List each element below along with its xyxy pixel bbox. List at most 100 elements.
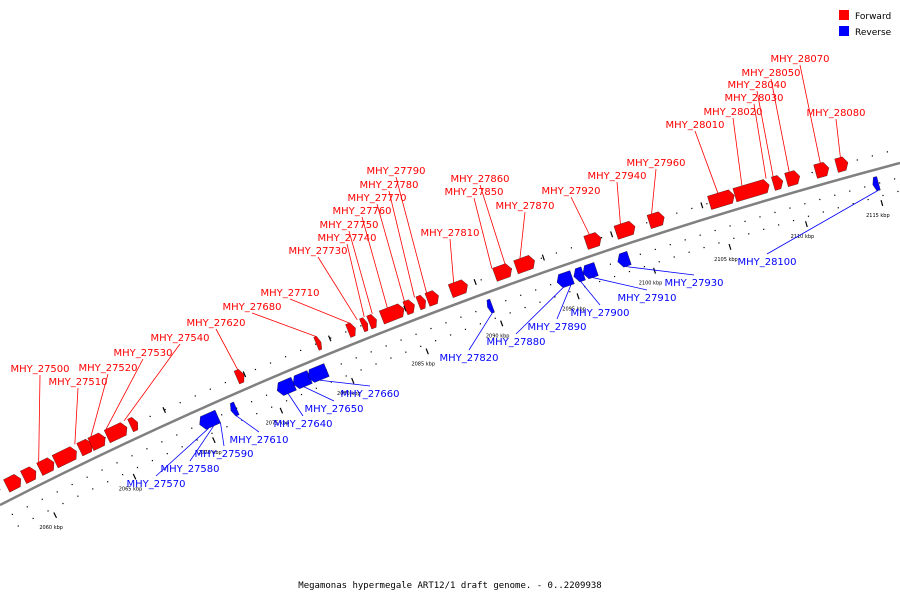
guide-dot — [714, 229, 716, 232]
legend-reverse-label: Reverse — [855, 28, 892, 38]
guide-dot — [792, 219, 795, 222]
scale-tick — [403, 305, 407, 312]
guide-dot — [804, 203, 806, 205]
guide-dot — [699, 234, 701, 236]
gene-label-mhy-27610: MHY_27610 — [229, 435, 288, 446]
guide-dot — [209, 388, 211, 390]
kbp-label: 2100 kbp — [639, 281, 663, 287]
guide-dot — [355, 357, 357, 359]
kbp-label: 2090 kbp — [486, 333, 510, 339]
guide-dot — [430, 327, 432, 330]
gene-label-mhy-27510: MHY_27510 — [48, 377, 107, 388]
gene-label-mhy-28010: MHY_28010 — [665, 120, 724, 131]
scale-tick — [610, 231, 614, 238]
gene-label-mhy-27910: MHY_27910 — [617, 293, 676, 304]
gene-label-mhy-28020: MHY_28020 — [703, 107, 762, 118]
guide-dot — [856, 159, 858, 161]
forward-gene-arrow — [771, 175, 784, 191]
gene-label-mhy-27790: MHY_27790 — [366, 166, 425, 177]
gene-label-mhy-27940: MHY_27940 — [587, 171, 646, 182]
dotted-guide-lines — [0, 151, 899, 527]
guide-dot — [540, 257, 542, 259]
reverse-gene-arrow — [230, 401, 240, 417]
forward-gene-arrow — [20, 466, 37, 484]
kbp-label: 2095 kbp — [562, 306, 586, 312]
guide-dot — [570, 247, 573, 249]
guide-dot — [221, 414, 223, 416]
guide-dot — [131, 455, 133, 457]
guide-dot — [763, 228, 765, 230]
leader-line — [756, 90, 774, 177]
forward-gene-arrow — [646, 211, 665, 229]
gene-label-mhy-27890: MHY_27890 — [527, 322, 586, 333]
forward-gene-arrow — [127, 417, 138, 433]
guide-dot — [897, 190, 899, 193]
guide-dot — [300, 393, 303, 396]
leader-line — [236, 415, 260, 433]
forward-gene-arrow — [359, 317, 369, 333]
leader-line — [570, 196, 590, 235]
leader-line — [580, 281, 601, 306]
guide-dot — [673, 256, 675, 258]
guide-dot — [136, 466, 139, 469]
guide-dot — [837, 207, 839, 209]
reverse-gene-arrow — [582, 262, 599, 280]
forward-gene-arrow — [233, 369, 245, 385]
gene-label-mhy-27880: MHY_27880 — [486, 337, 545, 348]
guide-dot — [718, 242, 720, 244]
leader-line — [38, 374, 41, 463]
gene-label-mhy-27900: MHY_27900 — [570, 308, 629, 319]
kbp-label: 2105 kbp — [714, 257, 738, 263]
scale-tick — [212, 437, 216, 444]
guide-dot — [669, 244, 671, 246]
guide-dot — [375, 363, 377, 365]
guide-dot — [92, 488, 94, 490]
leader-line — [395, 176, 427, 293]
guide-dot — [445, 322, 447, 324]
guide-dot — [179, 402, 181, 404]
forward-gene-arrow — [813, 162, 830, 179]
guide-dot — [271, 406, 273, 408]
reverse-gene-arrow — [872, 176, 881, 192]
leader-line — [770, 78, 790, 172]
gene-label-mhy-27870: MHY_27870 — [495, 201, 554, 212]
guide-dot — [569, 291, 571, 293]
label-leader-lines — [38, 64, 878, 477]
forward-gene-arrow — [415, 294, 426, 311]
leader-line — [473, 197, 493, 269]
forward-gene-arrow — [513, 255, 535, 275]
reverse-gene-arrow — [573, 266, 586, 283]
forward-gene-arrow — [87, 432, 106, 451]
forward-gene-arrow — [732, 179, 770, 203]
guide-dot — [47, 510, 49, 512]
guide-dot — [658, 261, 660, 263]
guide-dot — [894, 178, 896, 180]
guide-dot — [643, 266, 645, 268]
guide-dot — [360, 369, 362, 371]
genome-backbone — [0, 161, 900, 507]
guide-dot — [460, 316, 462, 318]
leader-line — [732, 117, 743, 186]
leader-line — [515, 287, 564, 335]
guide-dot — [774, 211, 776, 214]
guide-dot — [149, 415, 151, 418]
leader-line — [90, 373, 109, 437]
forward-gene-arrow — [76, 438, 93, 457]
guide-dot — [646, 222, 648, 224]
scale-tick — [425, 348, 429, 355]
scale-tick — [653, 267, 657, 274]
scale-tick — [473, 279, 477, 286]
guide-dot — [864, 186, 866, 188]
gene-label-mhy-28030: MHY_28030 — [724, 93, 783, 104]
leader-line — [303, 386, 335, 402]
guide-dot — [385, 345, 387, 347]
gene-label-mhy-28100: MHY_28100 — [737, 257, 796, 268]
forward-gene-arrow — [492, 263, 512, 282]
guide-dot — [146, 448, 148, 450]
scale-tick — [279, 407, 284, 414]
guide-dot — [509, 312, 511, 314]
guide-dot — [107, 481, 109, 483]
guide-dot — [340, 363, 342, 365]
guide-dot — [886, 151, 888, 153]
guide-dot — [822, 211, 824, 213]
